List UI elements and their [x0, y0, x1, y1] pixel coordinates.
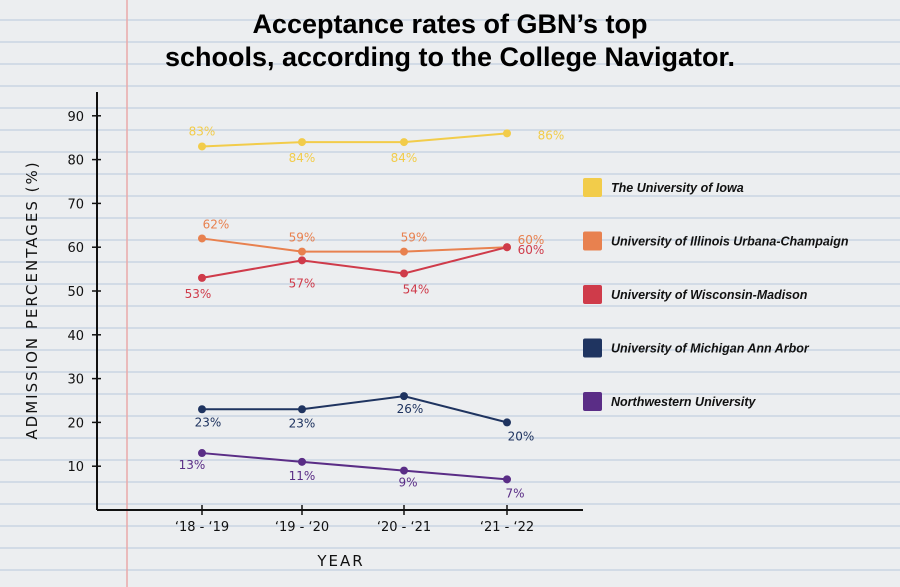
data-label: 83% [189, 124, 216, 138]
series-line [201, 237, 508, 253]
series-line [202, 395, 508, 424]
data-label: 11% [289, 469, 316, 483]
y-ticks: 10 20 30 40 50 60 70 80 90 [67, 110, 101, 475]
x-ticks: ‘18 - ‘19 ‘19 - ‘20 ‘20 - ‘21 ‘21 - ‘22 [175, 505, 534, 535]
data-point [298, 405, 306, 414]
series-2: 62% 59% 59% 60% [198, 217, 545, 256]
series-3: 53% 57% 54% 60% [185, 243, 545, 301]
data-point [198, 142, 206, 151]
data-label: 7% [505, 486, 524, 500]
series-line [201, 452, 508, 481]
legend-item: University of Illinois Urbana-Champaign [583, 231, 849, 251]
series-line [201, 132, 508, 148]
y-tick-label: 80 [67, 154, 84, 169]
legend-swatch [583, 392, 602, 411]
data-point [298, 247, 306, 256]
data-label: 60% [518, 233, 545, 247]
data-label: 57% [289, 276, 316, 290]
y-tick-label: 70 [67, 197, 84, 212]
data-label: 9% [398, 476, 417, 490]
legend-label: University of Illinois Urbana-Champaign [611, 235, 849, 249]
legend: The University of Iowa University of Illi… [583, 178, 849, 411]
legend-label: University of Wisconsin-Madison [611, 288, 808, 302]
legend-swatch [583, 285, 602, 304]
x-tick-label: ‘21 - ‘22 [480, 520, 534, 535]
data-label: 62% [203, 217, 230, 231]
legend-swatch [583, 338, 602, 358]
data-point [198, 405, 206, 414]
data-label: 84% [289, 151, 316, 165]
data-point [298, 138, 306, 147]
data-point [298, 256, 306, 265]
data-label: 86% [538, 128, 565, 142]
data-label: 23% [195, 415, 222, 429]
legend-item: The University of Iowa [583, 178, 744, 197]
series-4: 23% 23% 26% 20% [195, 392, 535, 443]
data-label: 23% [289, 416, 316, 430]
legend-label: Northwestern University [611, 395, 757, 409]
data-point [503, 129, 511, 138]
chart-title-line-1: Acceptance rates of GBN’s top [252, 9, 647, 39]
legend-label: The University of Iowa [611, 181, 744, 195]
x-axis-label: YEAR [316, 552, 364, 570]
data-label: 84% [391, 151, 418, 165]
legend-label: University of Michigan Ann Arbor [611, 342, 810, 356]
data-point [298, 457, 306, 466]
y-tick-label: 90 [67, 110, 84, 125]
data-point [400, 466, 408, 475]
legend-swatch [583, 178, 602, 197]
y-axis-label: ADMISSION PERCENTAGES (%) [23, 160, 41, 439]
y-tick-label: 20 [67, 416, 84, 431]
series-lines: 83%84% 84%86%62%59% 59% 60%53%57% 54%60%23% 2… [179, 124, 565, 500]
legend-swatch [583, 231, 602, 251]
data-label: 13% [179, 458, 206, 472]
data-point [400, 247, 408, 256]
series-line [201, 246, 508, 279]
data-label: 60% [518, 243, 545, 257]
data-point [503, 475, 511, 484]
chart-title-line-2: schools, according to the College Naviga… [165, 42, 735, 72]
data-label: 53% [185, 287, 212, 301]
y-tick-label: 40 [67, 329, 84, 344]
data-point [198, 273, 206, 282]
data-point [198, 234, 206, 243]
x-tick-label: ‘18 - ‘19 [175, 520, 229, 535]
data-point [400, 269, 408, 278]
data-point [400, 392, 408, 401]
series-1: 83% 84% 84% 86% [189, 124, 565, 165]
data-label: 54% [403, 282, 430, 296]
data-point [503, 243, 511, 252]
data-point [503, 418, 511, 427]
data-label: 20% [508, 429, 535, 443]
y-tick-label: 30 [67, 373, 84, 388]
y-tick-label: 50 [67, 285, 84, 300]
y-tick-label: 10 [67, 460, 84, 475]
legend-item: Northwestern University [583, 392, 757, 411]
legend-item: University of Wisconsin-Madison [583, 285, 808, 304]
data-point [400, 138, 408, 147]
x-tick-label: ‘20 - ‘21 [377, 520, 431, 535]
y-tick-label: 60 [67, 241, 84, 256]
legend-item: University of Michigan Ann Arbor [583, 338, 810, 358]
x-tick-label: ‘19 - ‘20 [275, 520, 329, 535]
data-label: 59% [289, 231, 316, 245]
data-point [198, 449, 206, 458]
data-label: 59% [401, 231, 428, 245]
series-5: 13% 11% 9% 7% [179, 449, 525, 500]
data-label: 26% [397, 402, 424, 416]
